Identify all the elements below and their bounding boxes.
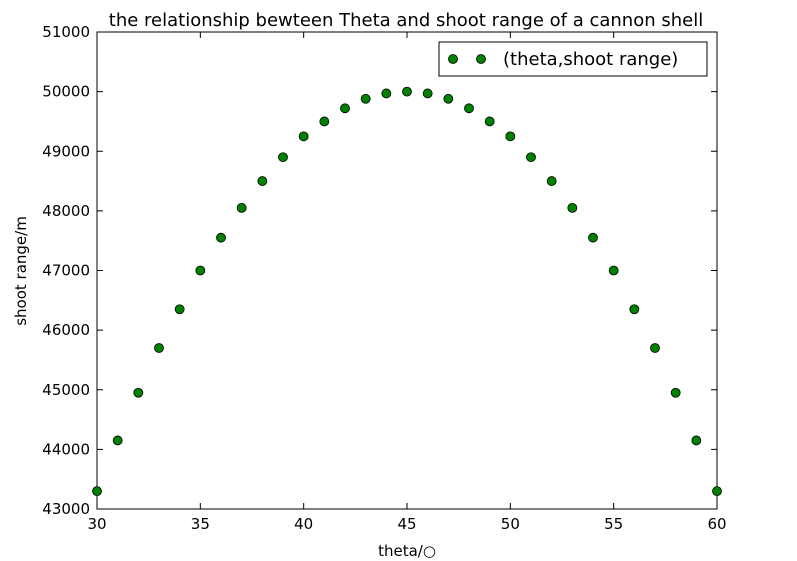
- y-tick-label: 45000: [42, 381, 90, 399]
- plot-area: [96, 31, 718, 510]
- data-points: [92, 86, 722, 497]
- data-point: [195, 265, 206, 276]
- data-point: [236, 202, 247, 213]
- x-tick-label: 55: [604, 515, 623, 533]
- data-point: [133, 387, 144, 398]
- data-point: [340, 103, 350, 114]
- data-point: [319, 116, 330, 127]
- legend: (theta,shoot range): [438, 41, 708, 77]
- y-axis: 43000 44000 45000 46000 47000 48000 49000 50000…: [42, 23, 717, 518]
- data-point: [608, 265, 619, 276]
- data-point: [712, 486, 722, 497]
- data-point: [650, 343, 660, 353]
- data-point: [691, 435, 702, 446]
- x-tick-label: 40: [294, 515, 313, 533]
- y-tick-label: 51000: [42, 23, 90, 41]
- x-axis: 30 35 40 45 50 55 60: [87, 32, 727, 533]
- legend-label: (theta,shoot range): [503, 49, 678, 70]
- y-tick-label: 50000: [42, 83, 90, 101]
- data-point: [670, 387, 681, 398]
- data-point: [526, 152, 536, 163]
- chart-title: the relationship bewteen Theta and shoot…: [109, 10, 703, 31]
- data-point: [278, 152, 288, 163]
- data-point: [505, 131, 516, 142]
- y-axis-label: shoot range/m: [12, 216, 30, 326]
- legend-marker: [476, 54, 486, 64]
- legend-marker: [448, 54, 458, 64]
- data-point: [174, 304, 185, 315]
- y-tick-label: 47000: [42, 262, 90, 280]
- x-tick-label: 45: [397, 515, 416, 533]
- data-point: [381, 88, 392, 99]
- x-tick-label: 30: [87, 515, 106, 533]
- data-point: [360, 93, 371, 104]
- data-point: [112, 435, 123, 446]
- data-point: [484, 116, 495, 127]
- data-point: [443, 93, 454, 104]
- y-tick-label: 44000: [42, 440, 90, 458]
- x-tick-label: 35: [191, 515, 210, 533]
- y-tick-label: 43000: [42, 500, 90, 518]
- y-tick-label: 49000: [42, 142, 90, 160]
- data-point: [588, 232, 598, 243]
- data-point: [567, 202, 578, 213]
- data-point: [92, 486, 102, 497]
- y-tick-label: 46000: [42, 321, 90, 339]
- data-point: [257, 176, 268, 186]
- data-point: [464, 103, 474, 114]
- data-point: [298, 131, 309, 142]
- x-tick-label: 50: [501, 515, 520, 533]
- y-tick-label: 48000: [42, 202, 90, 220]
- data-point: [422, 88, 433, 99]
- data-point: [216, 232, 226, 243]
- data-point: [154, 343, 164, 353]
- x-axis-label: theta/○: [378, 542, 436, 560]
- data-point: [629, 304, 640, 315]
- data-point: [546, 176, 557, 186]
- x-tick-label: 60: [707, 515, 726, 533]
- data-point: [402, 86, 412, 97]
